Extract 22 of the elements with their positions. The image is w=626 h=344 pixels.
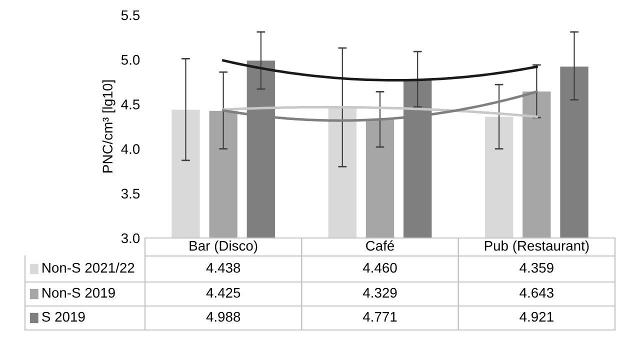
x-tick-label: Bar (Disco) [190, 240, 258, 254]
data-label: 4.329 [362, 288, 397, 298]
y-tick-label: 5.0 [121, 54, 140, 65]
legend-label: Non-S 2021/22 [42, 262, 134, 273]
y-tick-label: 5.5 [121, 10, 140, 20]
data-label: 4.643 [520, 288, 554, 298]
data-label: 4.359 [520, 262, 554, 273]
data-label: 4.921 [520, 312, 554, 322]
data-label: 4.771 [362, 312, 397, 322]
legend-label: S 2019 [42, 312, 85, 322]
y-tick-label: 3.5 [121, 188, 140, 199]
data-label: 4.425 [206, 288, 240, 298]
x-tick-label: Pub (Restaurant) [484, 240, 589, 254]
data-label: 4.438 [206, 262, 240, 273]
y-tick-label: 4.5 [121, 100, 140, 110]
x-tick-label: Café [366, 240, 394, 251]
data-label: 4.988 [206, 312, 240, 322]
data-label: 4.460 [362, 262, 397, 273]
legend-label: Non-S 2019 [42, 288, 115, 298]
y-axis-title: PNC/cm³ [lg10] [102, 80, 116, 172]
y-tick-label: 3.0 [121, 233, 140, 244]
y-tick-label: 4.0 [121, 144, 140, 154]
